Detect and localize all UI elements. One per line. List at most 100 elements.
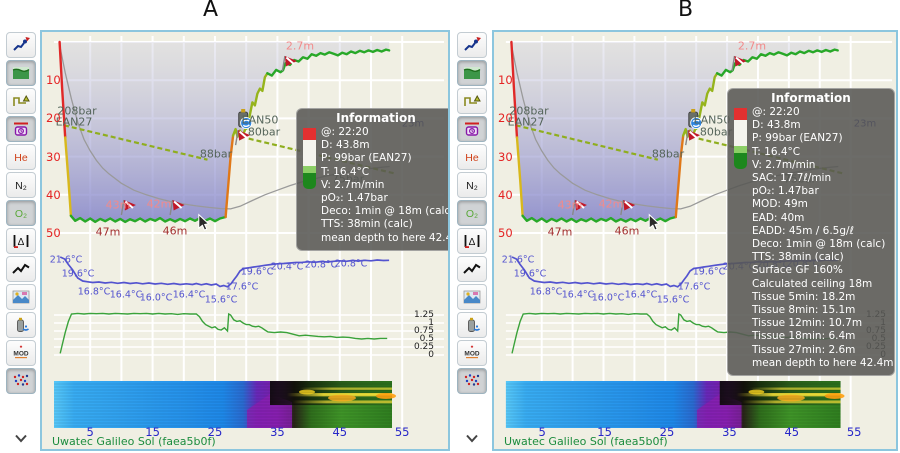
toolbar-ruler-icon[interactable]: Δ (457, 228, 487, 254)
toolbar-line-graph-icon[interactable] (6, 256, 36, 282)
gas-switch-icon (238, 109, 253, 130)
svg-text:Δ: Δ (18, 237, 25, 248)
gauge-segment (303, 166, 316, 173)
depth-area-fill (59, 42, 390, 222)
toolbar-particles-icon[interactable] (457, 368, 487, 394)
profile-plot (54, 36, 444, 428)
cursor-pointer (648, 213, 661, 231)
info-line: mean depth to here 42.4m (752, 356, 894, 369)
info-line: EADD: 45m / 6.5g/ℓ (752, 224, 854, 237)
toolbar-photos-icon[interactable] (457, 284, 487, 310)
gauge-segment (303, 140, 316, 166)
temperature-line (59, 256, 390, 288)
info-line: Surface GF 160% (752, 264, 843, 277)
tissue-heatmap (54, 381, 396, 428)
info-line: TTS: 38min (calc) (321, 218, 413, 231)
svg-text:MOD: MOD (13, 351, 28, 358)
dive-flag-marker (234, 129, 251, 146)
depth-position-gauge (734, 108, 747, 169)
dive-profile-line (224, 134, 235, 219)
dive-profile-line (58, 40, 67, 139)
panel-title-b: B (678, 0, 694, 22)
toolbar-he-toggle[interactable]: He (6, 144, 36, 170)
info-line: Tissue 5min: 18.2m (752, 290, 856, 303)
dive-flag-marker (731, 55, 747, 72)
information-tooltip: Information @: 22:20 D: 43.8m P: 99bar (EAN… (296, 108, 450, 251)
info-line: V: 2.7m/min (752, 158, 816, 171)
toolbar-profile-shade-icon[interactable] (6, 60, 36, 86)
toolbar-ruler-icon[interactable]: Δ (6, 228, 36, 254)
info-line: TTS: 38min (calc) (752, 251, 844, 264)
profile-toolbar-a: He N₂ O₂ Δ MOD (2, 32, 40, 451)
information-tooltip-title: Information (771, 91, 851, 105)
info-line: @: 22:20 (752, 106, 800, 118)
info-line: Tissue 8min: 15.1m (752, 304, 856, 317)
po2-line (59, 312, 388, 354)
info-line: MOD: 49m (752, 198, 808, 211)
info-line: D: 43.8m (752, 119, 801, 132)
toolbar-line-graph-icon[interactable] (457, 256, 487, 282)
toolbar-tank-icon[interactable] (457, 312, 487, 338)
gauge-segment (303, 173, 316, 189)
gas-switch-icon (688, 109, 703, 130)
svg-text:N₂: N₂ (466, 180, 478, 192)
depth-position-gauge (303, 128, 316, 189)
toolbar-collapse-icon[interactable] (6, 425, 36, 451)
toolbar-dc-ceiling-icon[interactable] (457, 116, 487, 142)
toolbar-mod-toggle[interactable]: MOD (457, 340, 487, 366)
toolbar-profile-shade-icon[interactable] (457, 60, 487, 86)
toolbar-ceiling-icon[interactable] (6, 88, 36, 114)
svg-text:O₂: O₂ (15, 208, 27, 220)
dive-flag-marker (281, 55, 297, 72)
info-line: D: 43.8m (321, 139, 370, 152)
info-line: Tissue 27min: 2.6m (752, 343, 856, 356)
toolbar-photos-icon[interactable] (6, 284, 36, 310)
toolbar-dc-ceiling-icon[interactable] (6, 116, 36, 142)
info-line: EAD: 40m (752, 211, 805, 224)
gauge-segment (303, 128, 316, 140)
info-line: T: 16.4°C (752, 145, 801, 158)
toolbar-n2-toggle[interactable]: N₂ (6, 172, 36, 198)
dive-computer-label: Uwatec Galileo Sol (faea5b0f) (504, 435, 668, 448)
gauge-segment (734, 120, 747, 146)
dive-flag-marker (620, 199, 636, 216)
dive-flag-marker (685, 129, 701, 146)
dive-profile-line (266, 48, 391, 77)
gauge-segment (734, 146, 747, 153)
svg-text:Δ: Δ (469, 237, 476, 248)
cursor-pointer (198, 213, 210, 231)
toolbar-diver-icon[interactable] (457, 32, 487, 58)
toolbar-collapse-icon[interactable] (457, 425, 487, 451)
toolbar-he-toggle[interactable]: He (457, 144, 487, 170)
toolbar-diver-icon[interactable] (6, 32, 36, 58)
svg-text:N₂: N₂ (15, 180, 27, 192)
toolbar-mod-toggle[interactable]: MOD (6, 340, 36, 366)
gauge-segment (734, 108, 747, 120)
dive-flag-marker (120, 199, 136, 216)
tank-pressure-line (515, 124, 659, 161)
tank-pressure-line (63, 124, 208, 161)
info-line: mean depth to here 42.4m (321, 231, 450, 244)
svg-text:O₂: O₂ (466, 208, 478, 220)
dive-profile-line (64, 136, 73, 218)
info-line: Deco: 1min @ 18m (calc) (752, 238, 886, 251)
svg-text:MOD: MOD (464, 351, 479, 358)
svg-text:He: He (465, 152, 479, 164)
toolbar-ceiling-icon[interactable] (457, 88, 487, 114)
info-line: V: 2.7m/min (321, 178, 385, 191)
info-line: P: 99bar (EAN27) (321, 152, 412, 165)
info-line: pO₂: 1.47bar (752, 185, 819, 198)
dive-profile-chart-b: 21.6°C 19.6°C 16.8°C 16.4°C 16.0°C 16.4°C 15.6… (492, 30, 898, 451)
dive-profile-chart-a: 21.6°C 19.6°C 16.8°C 16.4°C 16.0°C 16.4°C 15.6… (40, 30, 450, 451)
info-line: Calculated ceiling 18m (752, 277, 873, 290)
toolbar-n2-toggle[interactable]: N₂ (457, 172, 487, 198)
toolbar-tank-icon[interactable] (6, 312, 36, 338)
panel-title-a: A (203, 0, 219, 22)
toolbar-particles-icon[interactable] (6, 368, 36, 394)
dive-profile-line (231, 72, 269, 138)
toolbar-o2-toggle[interactable]: O₂ (6, 200, 36, 226)
toolbar-o2-toggle[interactable]: O₂ (457, 200, 487, 226)
profile-toolbar-b: He N₂ O₂ Δ MOD (453, 32, 491, 451)
depth-area-fill (511, 42, 838, 222)
